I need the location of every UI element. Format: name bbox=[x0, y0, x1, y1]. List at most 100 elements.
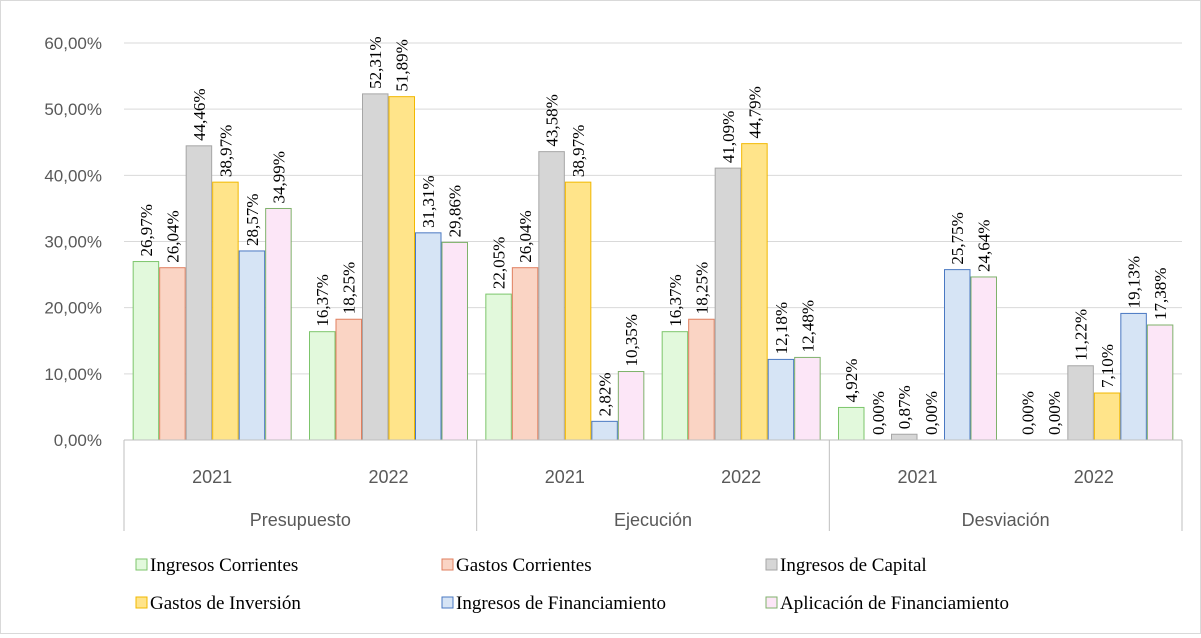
bar bbox=[741, 143, 768, 441]
bar bbox=[362, 93, 389, 441]
data-label: 38,97% bbox=[216, 125, 235, 177]
bar bbox=[944, 269, 971, 441]
data-label: 26,04% bbox=[163, 210, 182, 262]
bar bbox=[485, 293, 512, 441]
data-label: 18,25% bbox=[340, 262, 359, 314]
legend-label: Ingresos Corrientes bbox=[150, 555, 298, 576]
data-label: 0,00% bbox=[1019, 391, 1038, 435]
data-labels: 26,97% 16,37% 22,05% 16,37% 4,92% 0,00% 26,04%… bbox=[137, 36, 1170, 435]
data-label: 41,09% bbox=[719, 111, 738, 163]
data-label: 38,97% bbox=[569, 125, 588, 177]
data-label: 26,04% bbox=[516, 210, 535, 262]
bar bbox=[970, 276, 997, 441]
bar bbox=[838, 406, 865, 441]
bar bbox=[661, 331, 689, 441]
gridlines bbox=[124, 42, 1182, 375]
y-tick-label: 40,00% bbox=[44, 166, 102, 185]
bar bbox=[238, 250, 266, 441]
data-label: 10,35% bbox=[622, 314, 641, 366]
legend-item: Ingresos de Capital bbox=[765, 555, 927, 576]
data-label: 22,05% bbox=[490, 237, 509, 289]
bar bbox=[388, 96, 415, 441]
data-label: 0,87% bbox=[895, 385, 914, 429]
data-label: 12,48% bbox=[798, 300, 817, 352]
data-label: 4,92% bbox=[842, 359, 861, 403]
bar bbox=[415, 232, 442, 441]
bar bbox=[688, 318, 715, 441]
data-label: 2,82% bbox=[596, 372, 615, 416]
data-label: 0,00% bbox=[869, 391, 888, 435]
data-label: 7,10% bbox=[1098, 344, 1117, 388]
data-label: 17,38% bbox=[1151, 268, 1170, 320]
legend-label: Ingresos de Capital bbox=[780, 555, 927, 576]
legend-item: Gastos Corrientes bbox=[441, 555, 592, 576]
bar bbox=[1093, 392, 1121, 441]
bar bbox=[891, 433, 918, 441]
x-tick-label: 2022 bbox=[368, 467, 408, 487]
legend-label: Aplicación de Financiamiento bbox=[780, 593, 1009, 614]
data-label: 44,46% bbox=[190, 88, 209, 140]
bar bbox=[335, 318, 362, 441]
data-label: 51,89% bbox=[393, 39, 412, 91]
data-label: 18,25% bbox=[692, 262, 711, 314]
x-group-label: Desviación bbox=[962, 510, 1050, 530]
x-group-label: Presupuesto bbox=[250, 510, 351, 530]
data-label: 44,79% bbox=[745, 86, 764, 138]
bars bbox=[132, 93, 1174, 441]
bar bbox=[159, 267, 186, 441]
legend-item: Aplicación de Financiamiento bbox=[765, 593, 1009, 614]
data-label: 43,58% bbox=[543, 94, 562, 146]
x-group-label: Ejecución bbox=[614, 510, 692, 530]
legend-item: Ingresos Corrientes bbox=[135, 555, 298, 576]
bar bbox=[617, 371, 645, 441]
legend-swatch bbox=[765, 596, 778, 609]
data-label: 26,97% bbox=[137, 204, 156, 256]
legend-swatch bbox=[135, 596, 148, 609]
y-tick-label: 50,00% bbox=[44, 100, 102, 119]
y-tick-label: 60,00% bbox=[44, 34, 102, 53]
bar bbox=[1120, 312, 1147, 441]
data-label: 16,37% bbox=[313, 274, 332, 326]
bar bbox=[1146, 324, 1174, 441]
legend-item: Ingresos de Financiamiento bbox=[441, 593, 666, 614]
x-tick-label: 2021 bbox=[897, 467, 937, 487]
x-axis: 2021 2022 2021 2022 2021 2022 Presupuesto Ejecu… bbox=[123, 439, 1183, 531]
bar bbox=[265, 207, 292, 441]
data-label: 12,18% bbox=[772, 302, 791, 354]
bar bbox=[591, 420, 618, 441]
y-axis-ticks: 0,00% 10,00% 20,00% 30,00% 40,00% 50,00% 60,00… bbox=[44, 34, 102, 450]
y-tick-label: 10,00% bbox=[44, 365, 102, 384]
data-label: 0,00% bbox=[922, 391, 941, 435]
bar bbox=[441, 241, 468, 441]
data-label: 0,00% bbox=[1045, 391, 1064, 435]
legend-label: Gastos de Inversión bbox=[150, 593, 301, 614]
x-tick-label: 2021 bbox=[192, 467, 232, 487]
data-label: 52,31% bbox=[366, 36, 385, 88]
legend-swatch bbox=[441, 558, 454, 571]
data-label: 19,13% bbox=[1125, 256, 1144, 308]
bar bbox=[132, 261, 160, 441]
legend-label: Ingresos de Financiamiento bbox=[456, 593, 666, 614]
y-tick-label: 20,00% bbox=[44, 299, 102, 318]
bar bbox=[794, 356, 821, 441]
bar bbox=[511, 267, 539, 441]
bar bbox=[309, 331, 336, 441]
x-tick-label: 2022 bbox=[721, 467, 761, 487]
data-label: 16,37% bbox=[666, 274, 685, 326]
data-label: 34,99% bbox=[269, 151, 288, 203]
data-label: 11,22% bbox=[1072, 309, 1091, 361]
data-label: 24,64% bbox=[975, 220, 994, 272]
bar bbox=[212, 181, 239, 441]
bar bbox=[564, 181, 592, 441]
legend-swatch bbox=[765, 558, 778, 571]
legend-swatch bbox=[441, 596, 454, 609]
legend: Ingresos Corrientes Gastos Corrientes Ingr… bbox=[135, 555, 1009, 614]
data-label: 31,31% bbox=[419, 175, 438, 227]
y-tick-label: 0,00% bbox=[54, 431, 102, 450]
data-label: 25,75% bbox=[948, 212, 967, 264]
bar bbox=[185, 145, 213, 441]
x-tick-label: 2022 bbox=[1074, 467, 1114, 487]
y-tick-label: 30,00% bbox=[44, 233, 102, 252]
